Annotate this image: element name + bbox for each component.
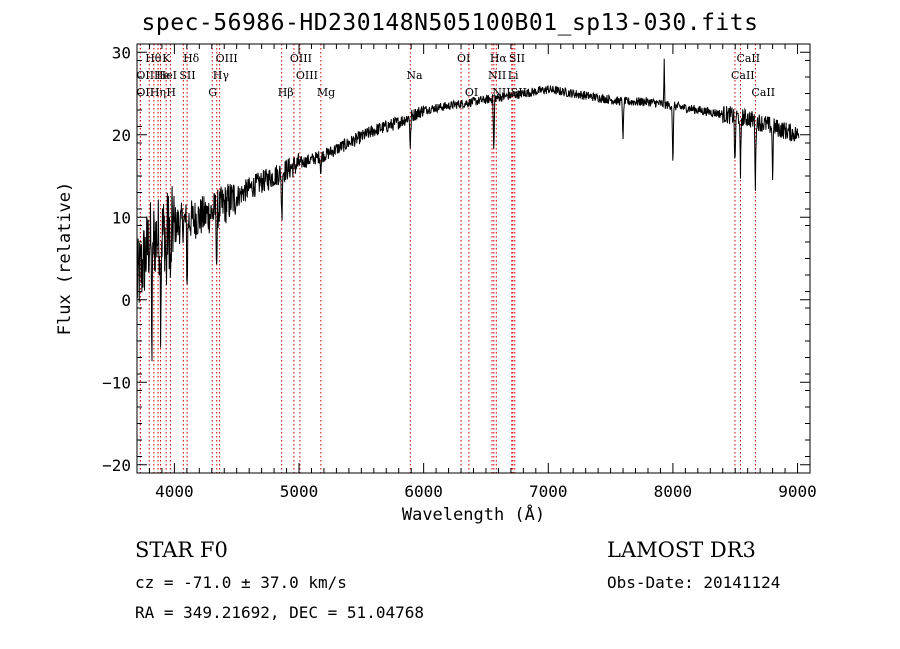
y-tick-label: 10 [112,208,131,227]
survey-name: LAMOST DR3 [607,538,756,562]
y-tick-label: −20 [102,456,131,475]
spectral-line-label: SII [511,86,527,99]
spectral-line-label: OII [136,86,154,99]
spectral-line-label: NII [492,86,510,99]
y-tick-label: 20 [112,126,131,145]
x-tick-label: 4000 [155,482,194,501]
y-tick-label: 30 [112,43,131,62]
spectral-line-label: OI [465,86,478,99]
spectral-line-label: CaII [731,69,755,82]
ra-dec-coordinates: RA = 349.21692, DEC = 51.04768 [135,603,424,622]
spectral-line-label: HeI [157,69,177,82]
spectral-line-label: Hγ [213,69,230,82]
spectral-line-label: SII [179,69,195,82]
y-tick-label: 0 [121,291,131,310]
x-tick-label: 8000 [654,482,693,501]
star-classification: STAR F0 [135,538,228,562]
spectral-line-label: Na [406,69,423,82]
spectral-line-label: OIII [296,69,318,82]
y-axis-label: Flux (relative) [55,182,75,336]
x-tick-label: 5000 [280,482,319,501]
observation-date: Obs-Date: 20141124 [607,573,781,592]
plot-frame [136,43,811,474]
spectral-line-label: Hθ [145,52,162,65]
x-tick-label: 6000 [404,482,443,501]
y-tick-label: −10 [102,373,131,392]
spectrum-series-line [136,58,800,362]
spectral-line-label: He [154,69,170,82]
x-tick-label: 9000 [778,482,817,501]
spectral-line-label: Hδ [183,52,200,65]
spectral-line-label: Hβ [278,86,294,99]
spectral-line-label: Li [508,69,519,82]
spectral-line-label: OI [457,52,470,65]
spectral-line-label: Mg [317,86,335,99]
spectral-line-label: CaII [751,86,775,99]
spectral-line-label: OIII [290,52,312,65]
redshift-cz: cz = -71.0 ± 37.0 km/s [135,573,347,592]
x-tick-label: 7000 [529,482,568,501]
spectral-line-label: Hα [490,52,508,65]
spectral-line-label: G [208,86,217,99]
spectral-line-label: SII [509,52,525,65]
spectral-line-label: CaII [736,52,760,65]
spectral-line-label: Hη [150,86,166,99]
spectral-line-label: H [166,86,176,99]
spectral-line-label: NII [488,69,506,82]
spectral-line-label: OII [136,69,154,82]
spectral-line-label: K [162,52,171,65]
x-axis-label: Wavelength (Å) [402,503,545,525]
spectral-line-label: OIII [216,52,238,65]
chart-title: spec-56986-HD230148N505100B01_sp13-030.f… [141,10,759,36]
